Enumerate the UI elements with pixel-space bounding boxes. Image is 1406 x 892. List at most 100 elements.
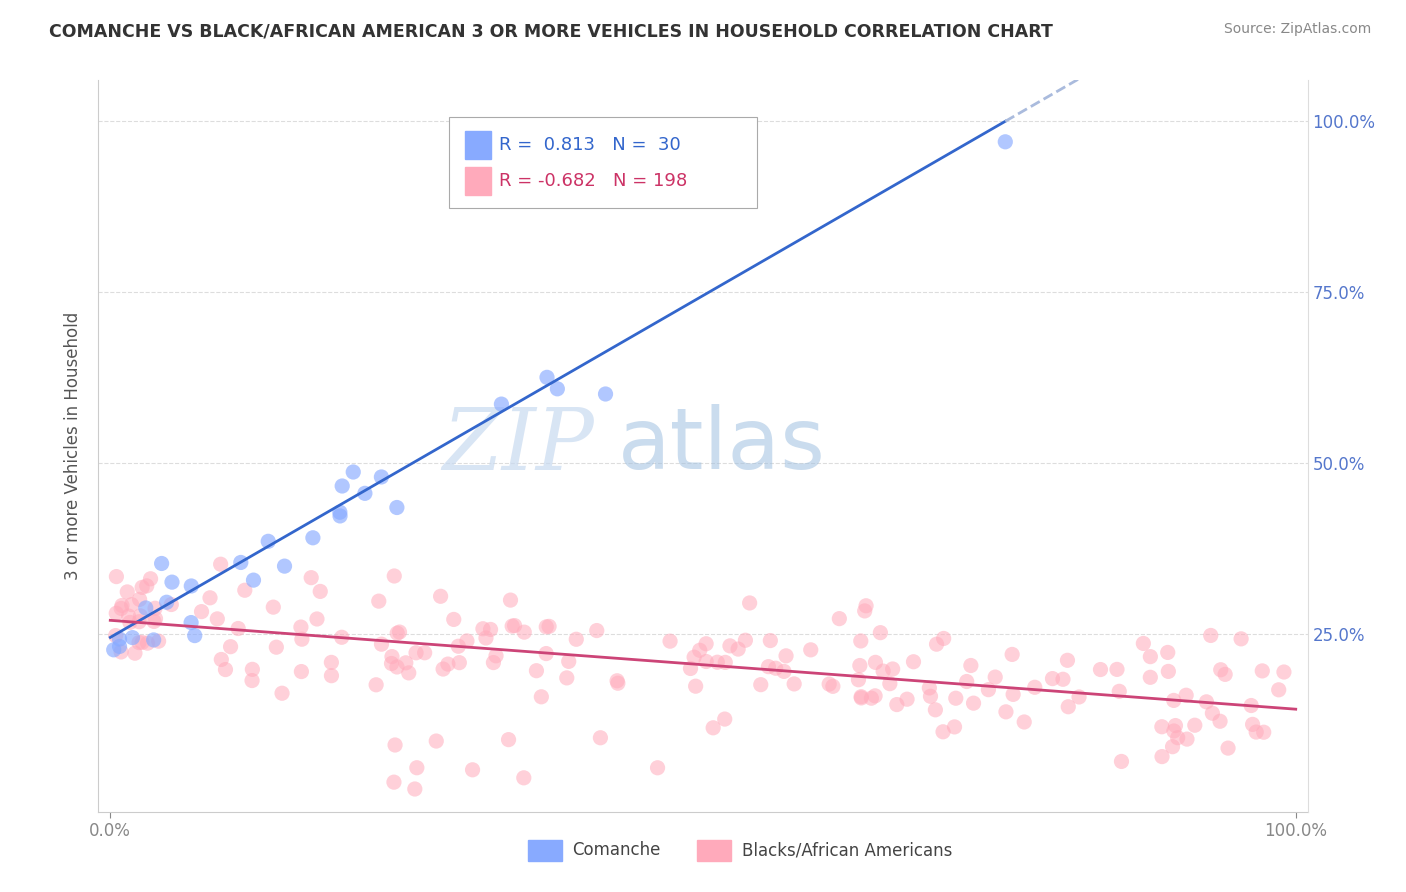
Point bbox=[932, 724, 955, 739]
Point bbox=[145, 612, 167, 626]
Point bbox=[530, 690, 553, 704]
Point bbox=[150, 557, 173, 571]
Point bbox=[111, 599, 134, 613]
Point bbox=[945, 691, 967, 706]
Point bbox=[924, 703, 946, 717]
Point bbox=[1139, 649, 1161, 664]
Point bbox=[370, 637, 392, 651]
Point bbox=[342, 465, 364, 479]
Point bbox=[689, 643, 711, 657]
Point bbox=[309, 584, 332, 599]
Point bbox=[491, 397, 513, 411]
Point bbox=[1272, 665, 1295, 679]
Point bbox=[848, 673, 870, 687]
Point bbox=[872, 664, 894, 678]
Point bbox=[229, 556, 252, 570]
Point bbox=[773, 665, 796, 679]
Point bbox=[1163, 693, 1185, 707]
Point bbox=[1201, 706, 1223, 721]
Point bbox=[863, 689, 886, 703]
Point bbox=[695, 637, 717, 651]
Point bbox=[1251, 664, 1274, 678]
Point bbox=[1199, 628, 1222, 642]
Point bbox=[405, 646, 427, 660]
Point bbox=[233, 583, 256, 598]
Point bbox=[290, 620, 312, 634]
Point bbox=[425, 734, 447, 748]
Point bbox=[1090, 663, 1112, 677]
Point bbox=[1175, 732, 1198, 747]
Point bbox=[683, 650, 706, 665]
Point bbox=[896, 692, 918, 706]
Point bbox=[471, 622, 494, 636]
Point bbox=[190, 605, 212, 619]
Point bbox=[589, 731, 612, 745]
Point bbox=[503, 618, 526, 632]
Text: R = -0.682   N = 198: R = -0.682 N = 198 bbox=[499, 172, 688, 190]
Point bbox=[783, 677, 806, 691]
Point bbox=[388, 625, 411, 640]
Point bbox=[1175, 688, 1198, 702]
Point bbox=[734, 633, 756, 648]
Point bbox=[1163, 724, 1185, 739]
Point bbox=[136, 636, 159, 650]
Point bbox=[555, 671, 578, 685]
Point bbox=[1002, 687, 1025, 701]
Point bbox=[749, 678, 772, 692]
Point bbox=[110, 601, 132, 615]
Point bbox=[447, 639, 470, 653]
Point bbox=[546, 382, 568, 396]
Point bbox=[1150, 749, 1173, 764]
Point bbox=[903, 655, 925, 669]
Point bbox=[321, 656, 343, 670]
Point bbox=[1139, 670, 1161, 684]
Point bbox=[849, 658, 872, 673]
Point bbox=[209, 652, 232, 666]
Point bbox=[1216, 741, 1239, 756]
Y-axis label: 3 or more Vehicles in Household: 3 or more Vehicles in Household bbox=[65, 312, 83, 580]
Point bbox=[148, 634, 170, 648]
Point bbox=[1057, 699, 1080, 714]
Point bbox=[679, 661, 702, 675]
Point bbox=[131, 581, 153, 595]
Point bbox=[385, 500, 408, 515]
Point bbox=[380, 657, 402, 671]
Point bbox=[398, 665, 420, 680]
Point bbox=[443, 612, 465, 626]
Point bbox=[139, 572, 162, 586]
Text: COMANCHE VS BLACK/AFRICAN AMERICAN 3 OR MORE VEHICLES IN HOUSEHOLD CORRELATION C: COMANCHE VS BLACK/AFRICAN AMERICAN 3 OR … bbox=[49, 22, 1053, 40]
Point bbox=[647, 761, 669, 775]
Point bbox=[713, 712, 735, 726]
FancyBboxPatch shape bbox=[465, 168, 492, 195]
Point bbox=[135, 579, 157, 593]
Point bbox=[302, 531, 325, 545]
Point bbox=[219, 640, 242, 654]
Point bbox=[395, 656, 418, 670]
Point bbox=[387, 626, 409, 640]
FancyBboxPatch shape bbox=[465, 131, 492, 159]
Point bbox=[860, 691, 883, 706]
Point bbox=[104, 629, 127, 643]
Point bbox=[943, 720, 966, 734]
Text: Source: ZipAtlas.com: Source: ZipAtlas.com bbox=[1223, 22, 1371, 37]
Point bbox=[849, 690, 872, 704]
Point bbox=[330, 630, 353, 644]
Point bbox=[727, 642, 749, 657]
Point bbox=[536, 370, 558, 384]
Point bbox=[266, 640, 288, 655]
Point bbox=[142, 632, 165, 647]
Point bbox=[121, 598, 143, 612]
Point bbox=[501, 619, 523, 633]
Point bbox=[429, 589, 451, 603]
Point bbox=[214, 663, 236, 677]
Point bbox=[103, 642, 125, 657]
Point bbox=[595, 387, 617, 401]
Point bbox=[354, 486, 377, 500]
Point bbox=[1209, 714, 1232, 729]
Point bbox=[718, 639, 741, 653]
Point bbox=[117, 609, 139, 624]
Point bbox=[370, 470, 392, 484]
Point bbox=[209, 558, 232, 572]
Point bbox=[456, 634, 478, 648]
Point bbox=[828, 612, 851, 626]
